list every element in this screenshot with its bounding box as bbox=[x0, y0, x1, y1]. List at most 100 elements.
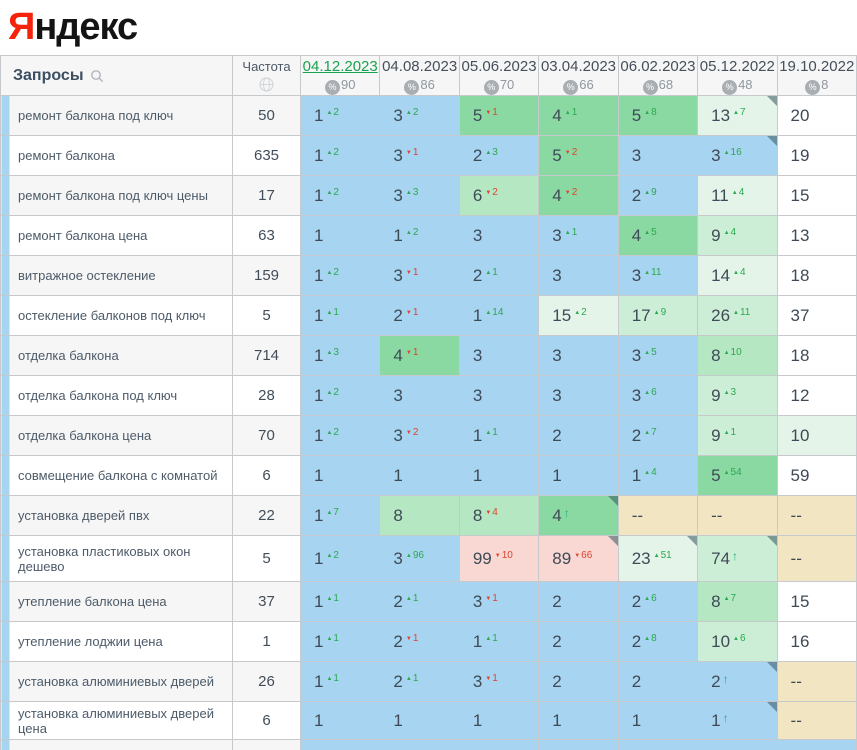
delta-down: ▼2 bbox=[565, 187, 578, 198]
delta-value: 2 bbox=[333, 106, 339, 118]
up-triangle-icon: ▲ bbox=[326, 109, 333, 116]
delta-value: 8 bbox=[651, 106, 657, 118]
position-value: 15 bbox=[552, 305, 572, 325]
up-triangle-icon: ▲ bbox=[644, 635, 651, 642]
delta-value: 2 bbox=[333, 266, 339, 278]
query-cell[interactable]: установка алюминиевых дверей bbox=[0, 661, 233, 702]
coverage-value: 86 bbox=[420, 77, 435, 92]
delta-up: ▲5 bbox=[644, 347, 657, 358]
table-row: утепление лоджии цена 1 1 ▲1 2 ▼1 1 ▲1 2 2 ▲8 10 ▲6 1… bbox=[0, 621, 857, 662]
query-cell[interactable]: установка дверей пвх bbox=[0, 495, 233, 536]
frequency-cell bbox=[232, 739, 301, 750]
position-cell: -- bbox=[776, 495, 857, 536]
new-entry-arrow-icon: ↑ bbox=[722, 710, 729, 725]
position-cell: 10 bbox=[776, 415, 857, 456]
up-triangle-icon: ▲ bbox=[644, 269, 651, 276]
up-triangle-icon: ▲ bbox=[653, 309, 660, 316]
position-value: 17 bbox=[631, 305, 651, 325]
position-cell: 2 ↑ bbox=[697, 661, 778, 702]
delta-value: 1 bbox=[412, 306, 419, 318]
percent-icon: % bbox=[483, 80, 499, 95]
position-value: 3 bbox=[472, 671, 483, 691]
delta-up: ▲1 bbox=[326, 673, 339, 684]
position-value: 1 bbox=[552, 465, 562, 485]
down-triangle-icon: ▼ bbox=[485, 675, 492, 682]
position-value: 3 bbox=[393, 548, 403, 568]
position-cell bbox=[299, 739, 381, 750]
position-value: 2 bbox=[711, 671, 721, 691]
delta-value: 3 bbox=[492, 146, 498, 158]
position-cell: 1 ▲1 bbox=[299, 621, 381, 662]
up-triangle-icon: ▲ bbox=[326, 349, 333, 356]
table-row: отделка балкона под ключ 28 1 ▲2 3 3 3 3 ▲6 9 ▲3 12 bbox=[0, 375, 857, 416]
date-link[interactable]: 04.08.2023 bbox=[382, 58, 458, 75]
delta-down: ▼1 bbox=[406, 267, 419, 278]
date-link[interactable]: 05.12.2022 bbox=[699, 58, 775, 75]
delta-up: ▲2 bbox=[326, 427, 339, 438]
query-cell[interactable]: утепление балкона цена bbox=[0, 581, 233, 622]
date-link[interactable]: 05.06.2023 bbox=[461, 58, 537, 75]
table-row: остекление балконов под ключ 5 1 ▲1 2 ▼1 1 ▲14 1… bbox=[0, 295, 857, 336]
up-triangle-icon: ▲ bbox=[485, 429, 492, 436]
query-cell[interactable]: отделка балкона под ключ bbox=[0, 375, 233, 416]
delta-value: 7 bbox=[730, 592, 737, 604]
up-triangle-icon: ▲ bbox=[731, 189, 738, 196]
delta-up: ▲4 bbox=[724, 227, 737, 238]
date-link[interactable]: 06.02.2023 bbox=[620, 58, 696, 75]
query-cell[interactable]: ремонт балкона под ключ bbox=[0, 95, 233, 136]
delta-value: 1 bbox=[333, 632, 339, 644]
date-link[interactable]: 03.04.2023 bbox=[540, 58, 617, 75]
query-cell[interactable]: утепление лоджии цена bbox=[0, 621, 233, 662]
date-column-header: 03.04.2023% 66 bbox=[538, 55, 619, 96]
query-cell[interactable]: установка алюминиевых дверей цена bbox=[0, 701, 233, 740]
position-value: 1 bbox=[314, 548, 324, 568]
delta-up: ▲2 bbox=[326, 387, 339, 398]
delta-up: ▲1 bbox=[485, 267, 498, 278]
up-triangle-icon: ▲ bbox=[733, 109, 739, 116]
search-icon[interactable] bbox=[90, 69, 104, 83]
position-value: 9 bbox=[711, 385, 721, 405]
delta-up: ▲1 bbox=[326, 593, 339, 604]
position-cell: 14 ▲4 bbox=[697, 255, 778, 296]
position-cell: 26 ▲11 bbox=[697, 295, 778, 336]
position-value: 3 bbox=[631, 265, 642, 285]
position-cell: 2 ▲3 bbox=[458, 135, 540, 176]
delta-value: 1 bbox=[730, 426, 737, 438]
position-cell: 3 bbox=[538, 375, 619, 416]
delta-down: ▼1 bbox=[485, 107, 498, 118]
delta-value: 1 bbox=[412, 632, 419, 644]
position-value: 13 bbox=[790, 225, 810, 245]
query-cell[interactable]: витражное остекление bbox=[0, 255, 233, 296]
query-cell[interactable]: остекление балконов под ключ bbox=[0, 295, 233, 336]
delta-value: 11 bbox=[651, 266, 662, 278]
delta-value: 1 bbox=[571, 226, 578, 238]
delta-value: 1 bbox=[492, 266, 498, 278]
query-cell[interactable]: ремонт балкона bbox=[0, 135, 233, 176]
table-row: утепление балкона цена 37 1 ▲1 2 ▲1 3 ▼1 2 2 ▲6 8 ▲7… bbox=[0, 581, 857, 622]
position-value: -- bbox=[790, 505, 802, 525]
up-triangle-icon: ▲ bbox=[644, 189, 651, 196]
position-cell: 15 ▲2 bbox=[538, 295, 619, 336]
query-cell[interactable]: отделка балкона bbox=[0, 335, 233, 376]
query-cell[interactable]: установка пластиковых окон дешево bbox=[0, 535, 233, 582]
delta-value: 1 bbox=[333, 306, 339, 318]
delta-value: 6 bbox=[651, 386, 657, 398]
query-cell[interactable]: совмещение балкона с комнатой bbox=[0, 455, 233, 496]
position-cell: 4 ▼1 bbox=[379, 335, 460, 376]
down-triangle-icon: ▼ bbox=[405, 349, 412, 356]
position-cell: 9 ▲4 bbox=[697, 215, 778, 256]
position-value: 2 bbox=[552, 631, 562, 651]
coverage-value: 66 bbox=[579, 77, 594, 92]
percent-icon: % bbox=[563, 80, 579, 95]
position-value: 18 bbox=[790, 345, 810, 365]
position-cell: 2 ▲7 bbox=[617, 415, 699, 456]
coverage-indicator: % 86 bbox=[380, 77, 458, 95]
query-cell[interactable]: отделка балкона цена bbox=[0, 415, 233, 456]
date-link[interactable]: 04.12.2023 bbox=[302, 58, 378, 75]
query-cell[interactable]: ремонт балкона цена bbox=[0, 215, 233, 256]
delta-value: 6 bbox=[739, 632, 746, 644]
delta-value: 14 bbox=[492, 306, 504, 318]
date-link[interactable]: 19.10.2022 bbox=[779, 58, 855, 75]
delta-value: 11 bbox=[739, 306, 751, 318]
query-cell[interactable]: ремонт балкона под ключ цены bbox=[0, 175, 233, 216]
